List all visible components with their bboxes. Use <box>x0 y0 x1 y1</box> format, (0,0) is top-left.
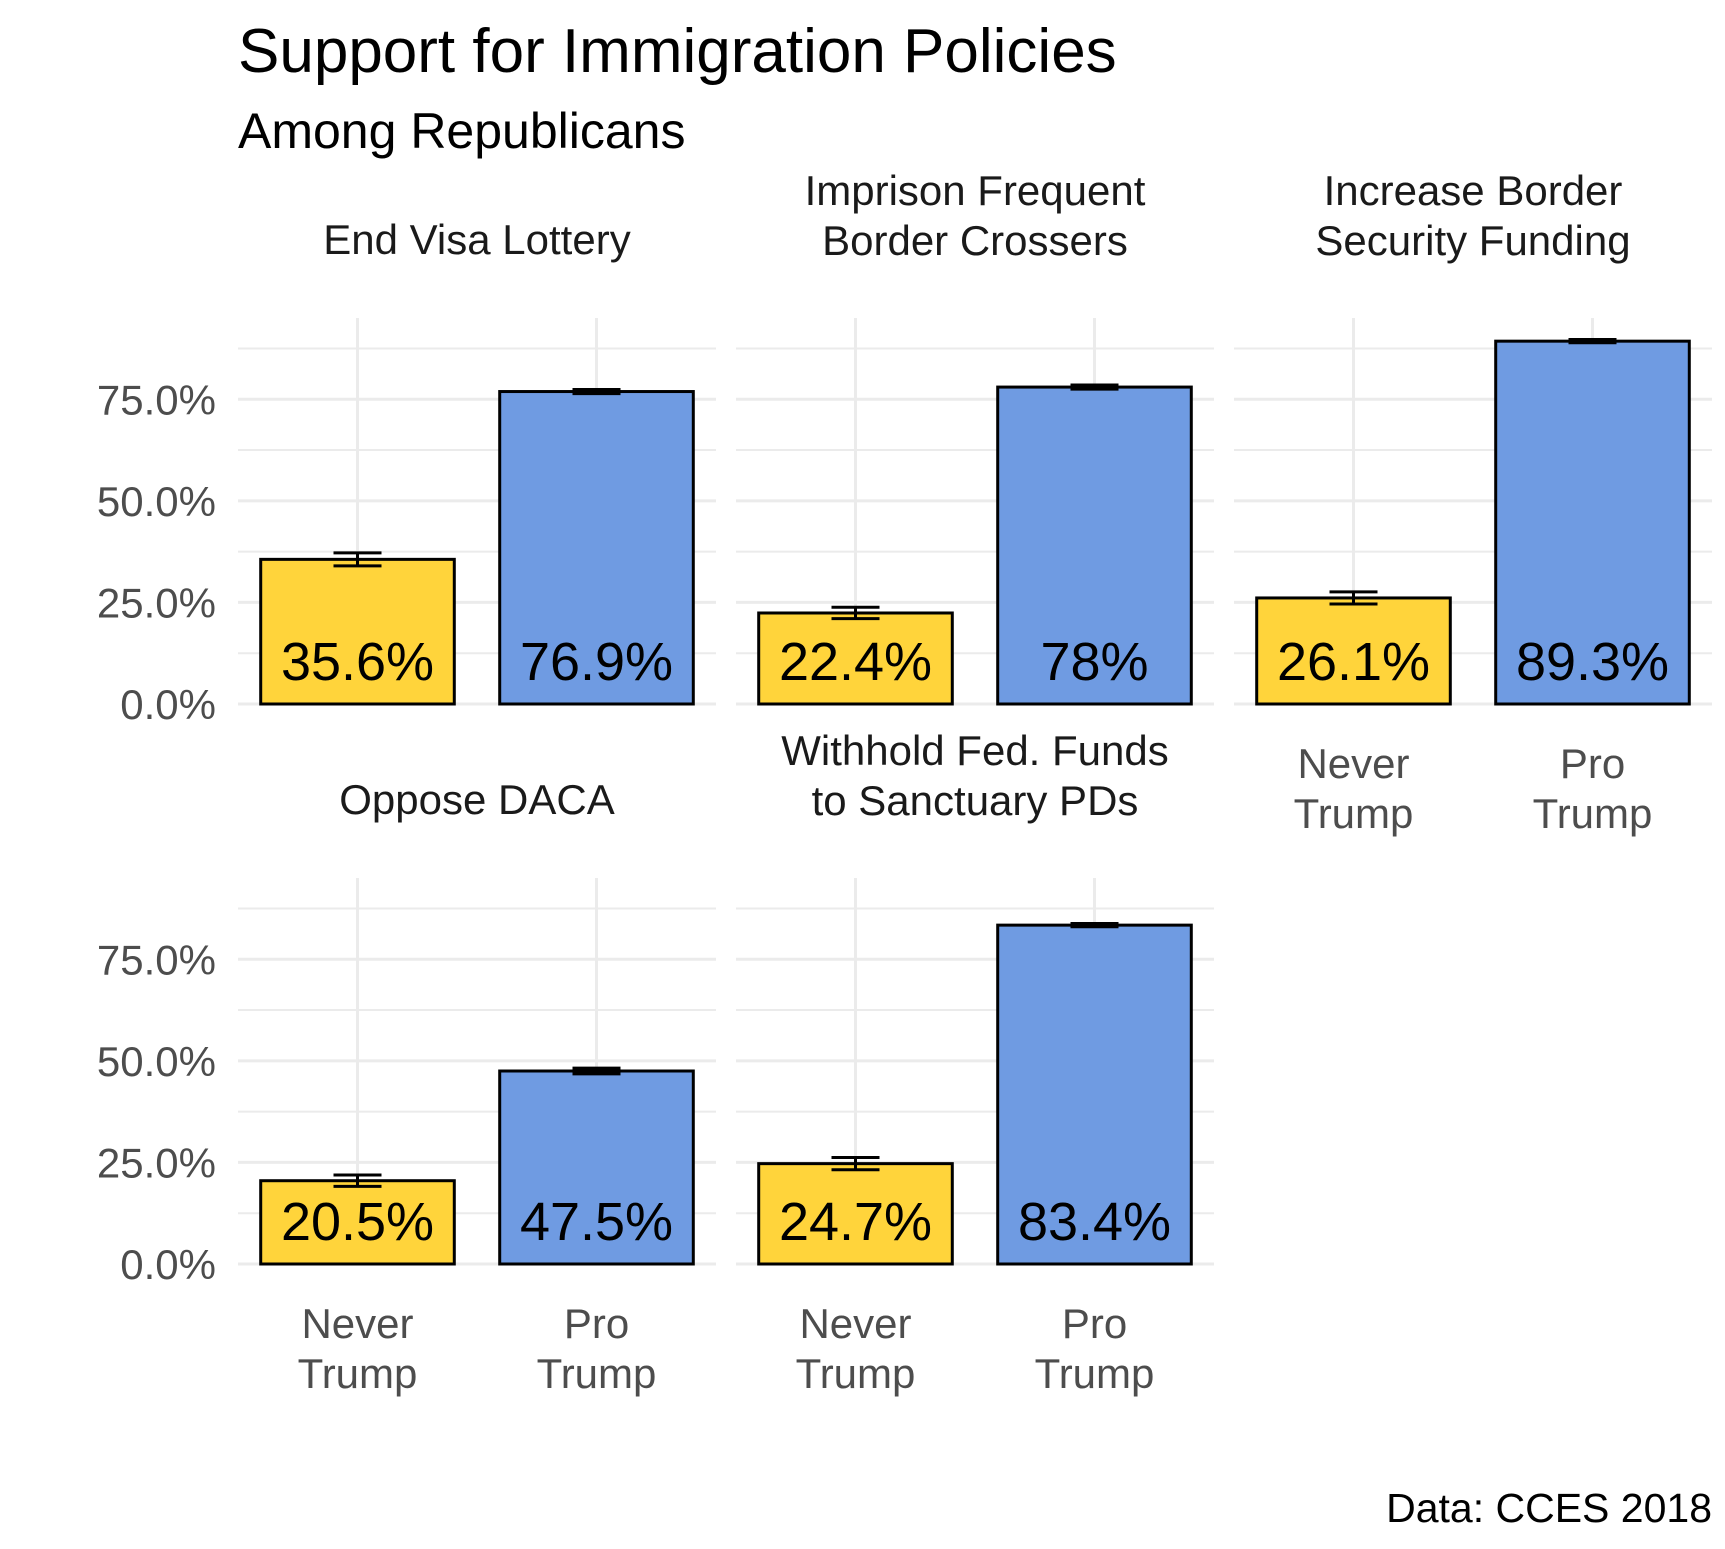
facet-panel: Oppose DACA 0.0% 25.0% 50.0% 75.0% 20.5% 47.5%… <box>97 776 716 1397</box>
bar-value-label: 47.5% <box>520 1192 673 1252</box>
bar <box>1494 339 1691 706</box>
facet-title: End Visa Lottery <box>323 216 630 263</box>
y-tick-label: 25.0% <box>97 1139 216 1186</box>
x-tick-label: Never Trump <box>1294 740 1414 837</box>
facet-title: Oppose DACA <box>339 776 614 823</box>
chart-title: Support for Immigration Policies <box>238 17 1117 86</box>
bar-value-label: 76.9% <box>520 632 673 692</box>
y-tick-label: 25.0% <box>97 579 216 626</box>
bar-value-label: 35.6% <box>281 632 434 692</box>
bar <box>498 1069 695 1266</box>
facet-panel: Withhold Fed. Funds to Sanctuary PDs 24.7%… <box>736 727 1214 1397</box>
bar-value-label: 78% <box>1040 632 1148 692</box>
facet-title: Withhold Fed. Funds to Sanctuary PDs <box>781 727 1169 824</box>
bar-value-label: 22.4% <box>779 632 932 692</box>
bar-value-label: 83.4% <box>1018 1192 1171 1252</box>
chart-subtitle: Among Republicans <box>238 103 686 159</box>
x-tick-label: Pro Trump <box>1533 740 1653 837</box>
bar <box>996 923 1193 1266</box>
facet-panels: End Visa Lottery 0.0% 25.0% 50.0% 75.0% 35.6%… <box>97 167 1712 1397</box>
facet-title: Imprison Frequent Border Crossers <box>805 167 1146 264</box>
facet-panel: Increase Border Security Funding 26.1% 89.3… <box>1234 167 1712 837</box>
facet-panel: End Visa Lottery 0.0% 25.0% 50.0% 75.0% 35.6%… <box>97 216 716 728</box>
bar <box>757 611 954 706</box>
bar-value-label: 24.7% <box>779 1192 932 1252</box>
bar <box>757 1162 954 1266</box>
bar <box>498 390 695 706</box>
bar-value-label: 26.1% <box>1277 632 1430 692</box>
x-tick-label: Pro Trump <box>537 1300 657 1397</box>
bar <box>259 1179 456 1266</box>
y-tick-label: 75.0% <box>97 936 216 983</box>
y-tick-label: 0.0% <box>120 1241 216 1288</box>
bar-value-label: 20.5% <box>281 1192 434 1252</box>
y-tick-label: 0.0% <box>120 681 216 728</box>
bar-value-label: 89.3% <box>1516 632 1669 692</box>
y-tick-label: 50.0% <box>97 1038 216 1085</box>
y-tick-label: 50.0% <box>97 478 216 525</box>
y-tick-label: 75.0% <box>97 376 216 423</box>
chart-caption: Data: CCES 2018 <box>1386 1485 1712 1531</box>
x-tick-label: Never Trump <box>796 1300 916 1397</box>
x-tick-label: Never Trump <box>298 1300 418 1397</box>
facet-panel: Imprison Frequent Border Crossers 22.4% 78% <box>736 167 1214 706</box>
x-tick-label: Pro Trump <box>1035 1300 1155 1397</box>
facet-title: Increase Border Security Funding <box>1315 167 1630 264</box>
